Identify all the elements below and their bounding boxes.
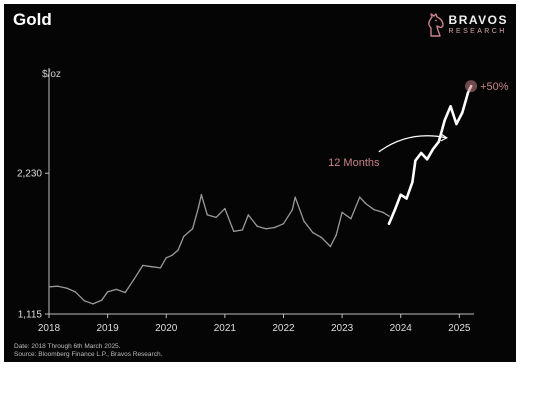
brand-name: BRAVOS <box>448 13 508 27</box>
highlight-data-point <box>461 111 464 114</box>
horse-head-icon <box>427 13 444 37</box>
history-data-point <box>388 215 390 217</box>
history-data-point <box>101 299 103 301</box>
x-tick-label: 2023 <box>331 323 354 334</box>
history-data-point <box>106 291 109 293</box>
brand-logo: BRAVOS RESEARCH <box>427 13 508 37</box>
highlight-data-point <box>399 193 402 196</box>
history-data-point <box>165 257 167 259</box>
y-tick-label: 2,230 <box>17 169 42 180</box>
history-data-point <box>142 264 144 267</box>
annotation-arrow-curve <box>378 135 447 153</box>
history-data-point <box>92 303 94 305</box>
history-data-point <box>183 235 185 238</box>
history-data-point <box>115 288 118 291</box>
history-data-point <box>294 196 296 198</box>
history-data-point <box>197 206 200 208</box>
highlight-data-point <box>425 158 429 161</box>
history-data-point <box>74 291 77 293</box>
highlight-data-point <box>420 151 423 155</box>
chart-title: Gold <box>13 10 52 29</box>
history-data-point <box>233 230 235 232</box>
history-data-point <box>320 236 323 239</box>
highlight-data-point <box>449 105 452 108</box>
y-axis-unit: $/oz <box>42 69 61 80</box>
footnote-date: Date: 2018 Through 6th March 2025. <box>14 343 121 350</box>
history-data-point <box>312 231 314 234</box>
highlight-data-point <box>411 180 414 184</box>
highlight-data-point <box>387 222 391 225</box>
history-data-point <box>124 291 126 294</box>
history-data-point <box>335 234 337 236</box>
highlight-data-point <box>405 197 408 200</box>
history-data-point <box>247 214 249 216</box>
highlight-data-point <box>414 159 417 162</box>
history-data-point <box>133 278 135 280</box>
history-data-point <box>364 202 367 205</box>
x-tick-label: 2022 <box>272 323 295 334</box>
end-point-marker <box>465 80 478 93</box>
history-data-point <box>83 300 85 302</box>
highlight-data-point <box>393 208 397 211</box>
x-tick-label: 2019 <box>96 323 119 334</box>
highlight-data-point <box>466 91 470 94</box>
history-data-point <box>329 245 332 248</box>
highlight-data-point <box>431 148 435 151</box>
annotation-arrow-head <box>440 133 449 142</box>
history-data-point <box>224 207 226 210</box>
history-data-point <box>177 249 179 251</box>
history-data-point <box>341 211 343 214</box>
history-data-point <box>256 225 258 227</box>
history-data-point <box>206 214 208 216</box>
x-tick-label: 2018 <box>38 323 61 334</box>
history-data-point <box>350 218 352 220</box>
history-data-point <box>65 287 68 289</box>
history-data-point <box>382 211 384 214</box>
history-data-point <box>359 196 361 198</box>
history-data-point <box>191 228 194 230</box>
history-data-point <box>200 194 203 196</box>
brand-subtitle: RESEARCH <box>448 28 507 35</box>
history-series-line <box>48 194 390 305</box>
x-tick-label: 2021 <box>214 323 237 334</box>
history-data-point <box>57 285 59 287</box>
history-data-point <box>303 220 305 222</box>
annotation-12-months: 12 Months <box>328 157 380 169</box>
history-data-point <box>159 267 162 269</box>
annotation-plus-50-percent: +50% <box>480 81 509 93</box>
history-data-point <box>282 223 285 225</box>
gold-price-chart: 1,115 2,230 2018 2019 2020 2021 2022 2023 2024 20… <box>17 68 509 334</box>
history-data-point <box>274 226 276 229</box>
history-data-point <box>48 286 50 288</box>
highlight-data-point <box>443 119 446 122</box>
history-data-point <box>215 216 217 219</box>
footnote-source: Source: Bloomberg Finance L.P., Bravos R… <box>14 351 163 358</box>
x-tick-label: 2020 <box>155 323 178 334</box>
history-data-point <box>241 229 244 231</box>
history-data-point <box>150 266 153 268</box>
history-data-point <box>373 209 375 211</box>
y-tick-label: 1,115 <box>18 310 43 321</box>
highlight-data-point <box>437 140 440 143</box>
x-tick-label: 2025 <box>448 323 471 334</box>
x-tick-label: 2024 <box>390 323 413 334</box>
history-data-point <box>265 228 267 230</box>
chart-panel: Gold BRAVOS RESEARCH $/oz 1,115 2,230 2018… <box>4 4 516 362</box>
highlight-data-point <box>455 122 458 126</box>
highlight-series-line <box>387 84 473 225</box>
history-data-point <box>291 209 293 211</box>
history-data-point <box>171 254 173 256</box>
